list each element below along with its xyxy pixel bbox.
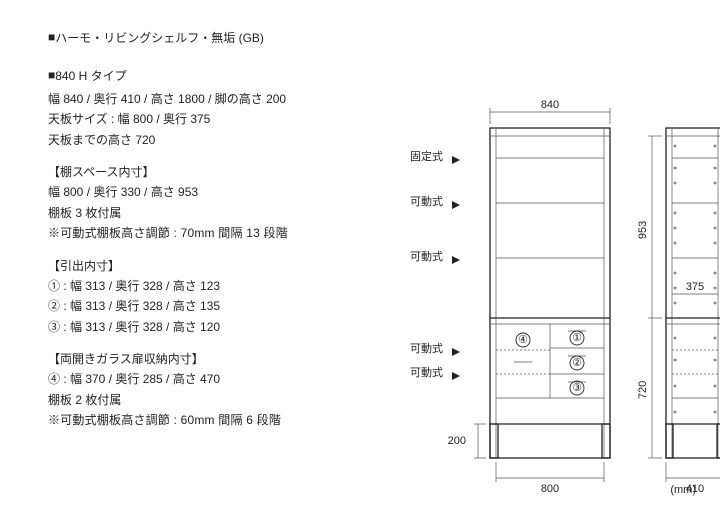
callout-1: ① (572, 332, 582, 344)
dim-depth-inner: 375 (686, 281, 704, 293)
label-movable-4: 可動式 (410, 365, 443, 379)
main-dim-line-2: 天板サイズ : 幅 800 / 奥行 375 (48, 109, 368, 129)
spec-text-column: ■ハーモ・リビングシェルフ・無垢 (GB) ■840 H タイプ 幅 840 /… (48, 28, 368, 431)
square-bullet-icon: ■ (48, 27, 55, 47)
label-movable-3: 可動式 (410, 341, 443, 355)
callout-2: ② (572, 357, 582, 369)
shelf-space-heading: 【棚スペース内寸】 (48, 162, 368, 182)
drawer-line-1: ① : 幅 313 / 奥行 328 / 高さ 123 (48, 276, 368, 296)
glass-note: ※可動式棚板高さ調節 : 60mm 間隔 6 段階 (48, 410, 368, 430)
main-dim-line-3: 天板までの高さ 720 (48, 130, 368, 150)
type-title: ■840 H タイプ (48, 66, 368, 86)
shelf-space-line-2: 棚板 3 枚付属 (48, 203, 368, 223)
product-title-text: ハーモ・リビングシェルフ・無垢 (GB) (55, 31, 264, 45)
drawer-line-3: ③ : 幅 313 / 奥行 328 / 高さ 120 (48, 317, 368, 337)
glass-line-1: ④ : 幅 370 / 奥行 285 / 高さ 470 (48, 369, 368, 389)
glass-heading: 【両開きガラス扉収納内寸】 (48, 349, 368, 369)
callout-4: ④ (518, 334, 528, 346)
shelf-space-note: ※可動式棚板高さ調節 : 70mm 間隔 13 段階 (48, 223, 368, 243)
technical-diagrams: ① ② ③ ④ 840 800 200 固定式 (428, 98, 720, 528)
front-view-diagram: ① ② ③ ④ 840 800 200 (468, 98, 628, 498)
dim-width-top: 840 (541, 99, 559, 111)
label-movable-2: 可動式 (410, 249, 443, 263)
main-dim-line-1: 幅 840 / 奥行 410 / 高さ 1800 / 脚の高さ 200 (48, 89, 368, 109)
label-movable-1: 可動式 (410, 194, 443, 208)
type-title-text: 840 H タイプ (55, 69, 126, 83)
callout-3: ③ (572, 382, 582, 394)
dim-height-lower: 720 (637, 381, 649, 399)
unit-label: (mm) (670, 481, 696, 500)
shelf-space-line-1: 幅 800 / 奥行 330 / 高さ 953 (48, 182, 368, 202)
shelf-labels: 固定式 可動式 可動式 可動式 可動式 (410, 98, 470, 438)
square-bullet-icon: ■ (48, 65, 55, 85)
dim-width-bottom: 800 (541, 483, 559, 495)
drawer-heading: 【引出内寸】 (48, 256, 368, 276)
side-view-diagram: 375 410 953 720 1800 (642, 98, 720, 498)
dim-height-upper: 953 (637, 221, 649, 239)
drawer-line-2: ② : 幅 313 / 奥行 328 / 高さ 135 (48, 296, 368, 316)
glass-line-2: 棚板 2 枚付属 (48, 390, 368, 410)
product-title: ■ハーモ・リビングシェルフ・無垢 (GB) (48, 28, 368, 48)
label-fixed: 固定式 (410, 149, 443, 163)
